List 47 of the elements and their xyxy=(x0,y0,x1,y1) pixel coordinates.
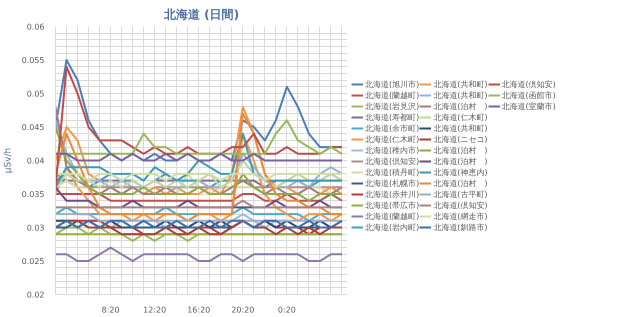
y-tick-label: 0.04 xyxy=(26,156,44,166)
legend-label: 北海道(積丹町) xyxy=(365,166,420,178)
legend-label: 北海道(泊村 ) xyxy=(433,144,488,156)
legend-label: 北海道(網走市) xyxy=(433,210,488,222)
x-tick-label: 8:20 xyxy=(102,306,120,314)
legend-label: 北海道(岩内町) xyxy=(365,222,420,232)
x-tick-label: 0:20 xyxy=(278,306,296,314)
legend-label: 北海道(泊村 ) xyxy=(433,100,488,112)
legend-label: 北海道(共和町) xyxy=(433,90,488,100)
y-tick-label: 0.035 xyxy=(22,190,45,199)
legend-label: 北海道(倶知安) xyxy=(502,78,556,90)
legend-label: 北海道(岩見沢) xyxy=(365,100,420,112)
legend-label: 北海道(仁木町) xyxy=(365,134,420,144)
legend-label: 北海道(余市町) xyxy=(365,122,420,134)
legend-label: 北海道(泊村 ) xyxy=(433,156,488,166)
legend-label: 北海道(寿都町) xyxy=(365,112,420,122)
chart-title: 北海道 (日間) xyxy=(162,8,240,22)
legend-label: 北海道(釧路市) xyxy=(433,222,488,232)
legend-label: 北海道(泊村 ) xyxy=(433,178,488,188)
y-tick-label: 0.05 xyxy=(26,90,44,98)
legend-label: 北海道(札幌市) xyxy=(365,178,420,188)
y-tick-label: 0.055 xyxy=(22,56,45,65)
legend-label: 北海道(神恵内) xyxy=(433,166,488,178)
x-tick-label: 16:20 xyxy=(187,306,210,314)
legend-label: 北海道(稚内市) xyxy=(365,144,420,156)
y-tick-label: 0.03 xyxy=(26,224,44,232)
legend-label: 北海道(帯広市) xyxy=(365,200,420,210)
legend-label: 北海道(共和町) xyxy=(433,122,488,134)
y-axis-title: μSv/h xyxy=(4,148,14,174)
legend-label: 北海道(旭川市) xyxy=(365,78,420,90)
legend-label: 北海道(倶知安) xyxy=(365,156,420,166)
legend-label: 北海道(仁木町) xyxy=(433,112,488,122)
legend-label: 北海道(赤井川) xyxy=(365,188,420,200)
legend-label: 北海道(共和町) xyxy=(433,78,488,90)
x-tick-label: 20:20 xyxy=(231,306,254,314)
y-tick-label: 0.045 xyxy=(22,123,45,132)
legend-label: 北海道(蘭越町) xyxy=(365,90,420,100)
legend-label: 北海道(倶知安) xyxy=(433,200,488,210)
x-tick-label: 12:20 xyxy=(143,306,166,314)
legend-label: 北海道(ニセコ) xyxy=(433,134,488,144)
legend-label: 北海道(函館市) xyxy=(502,90,556,100)
legend-label: 北海道(蘭越町) xyxy=(365,210,420,222)
legend-label: 北海道(古平町) xyxy=(433,188,488,200)
y-tick-label: 0.025 xyxy=(22,257,45,266)
legend-label: 北海道(室蘭市) xyxy=(502,100,556,112)
y-tick-label: 0.06 xyxy=(26,22,44,32)
y-tick-label: 0.02 xyxy=(26,290,44,300)
